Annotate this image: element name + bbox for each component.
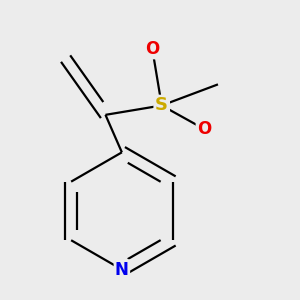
Text: O: O xyxy=(197,120,211,138)
Text: O: O xyxy=(145,40,160,58)
Text: N: N xyxy=(115,260,129,278)
Text: S: S xyxy=(155,97,168,115)
